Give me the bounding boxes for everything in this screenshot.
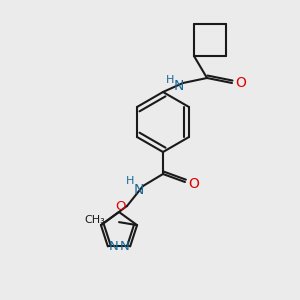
- Text: O: O: [116, 200, 126, 214]
- Text: O: O: [189, 177, 200, 191]
- Text: N: N: [174, 79, 184, 93]
- Text: CH₃: CH₃: [84, 215, 105, 225]
- Text: N: N: [119, 240, 129, 253]
- Text: H: H: [126, 176, 134, 186]
- Text: H: H: [166, 75, 174, 85]
- Text: N: N: [109, 240, 119, 253]
- Text: O: O: [236, 76, 246, 90]
- Text: N: N: [134, 183, 144, 197]
